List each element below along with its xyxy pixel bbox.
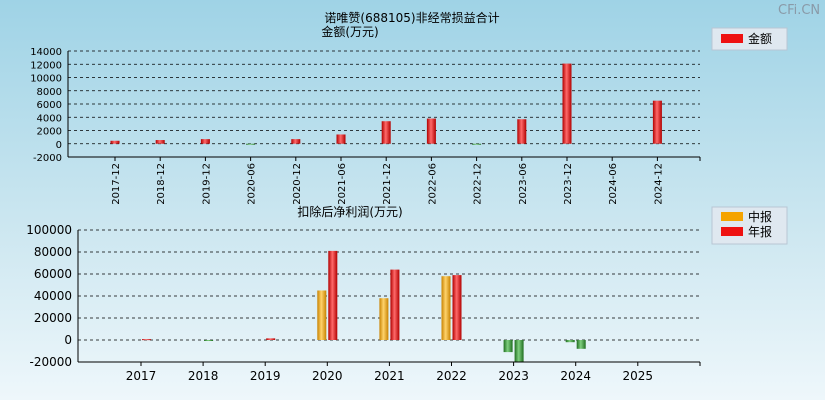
x-tick-label: 2022-12 xyxy=(473,163,484,205)
y-tick-label: 20000 xyxy=(34,311,72,325)
y-tick-label: -2000 xyxy=(33,153,62,164)
bar-series-a xyxy=(155,140,165,144)
y-tick-label: -20000 xyxy=(29,355,72,369)
chart-net-profit: 扣除后净利润(万元) 100000 80000 60000 40000 20000 0 -2… xyxy=(26,204,788,383)
y-tick-label: 6000 xyxy=(37,100,62,111)
y-tick-label: 2000 xyxy=(37,127,62,138)
x-tick-label: 2019-12 xyxy=(201,163,212,205)
x-tick-label: 2018 xyxy=(188,369,219,383)
chart2-title: 扣除后净利润(万元) xyxy=(297,204,402,219)
bar-series-a xyxy=(110,140,120,144)
legend-swatch-annual xyxy=(721,227,743,236)
x-tick-label: 2024-06 xyxy=(608,163,619,205)
x-tick-label: 2019 xyxy=(250,369,281,383)
bar-series-a xyxy=(246,143,256,145)
y-tick-label: 60000 xyxy=(34,267,72,281)
legend-label-interim: 中报 xyxy=(748,209,772,224)
bar-series-a xyxy=(381,121,391,144)
chart1-legend-box xyxy=(711,27,788,51)
x-tick-label: 2023-06 xyxy=(518,163,529,205)
x-tick-label: 2023 xyxy=(498,369,529,383)
x-tick-label: 2018-12 xyxy=(156,163,167,205)
y-tick-label: 80000 xyxy=(34,245,72,259)
x-tick-label: 2022-06 xyxy=(427,163,438,205)
x-tick-label: 2017-12 xyxy=(111,163,122,205)
bar-series-a xyxy=(291,139,301,144)
y-tick-label: 0 xyxy=(56,140,62,151)
bar-series-b xyxy=(328,250,338,340)
y-tick-label: 12000 xyxy=(30,60,62,71)
bar-series-a xyxy=(565,340,575,343)
y-tick-label: 100000 xyxy=(26,223,72,237)
x-tick-label: 2025 xyxy=(623,369,654,383)
watermark: CFi.CN xyxy=(778,3,820,18)
y-tick-label: 8000 xyxy=(37,87,62,98)
bar-series-b xyxy=(514,340,524,362)
bar-series-b xyxy=(266,338,276,340)
legend-label-annual: 年报 xyxy=(748,224,772,239)
bar-series-a xyxy=(336,134,346,144)
bar-series-b xyxy=(576,340,586,349)
y-tick-label: 14000 xyxy=(30,47,62,58)
bar-series-b xyxy=(142,339,151,341)
y-tick-label: 40000 xyxy=(34,289,72,303)
bar-series-b xyxy=(204,340,214,341)
x-tick-label: 2021-06 xyxy=(337,163,348,205)
bar-series-a xyxy=(472,143,482,145)
legend-swatch-amount xyxy=(721,34,743,43)
chart2-legend: 中报 年报 xyxy=(711,206,788,245)
chart1-subtitle: 金额(万元) xyxy=(321,24,378,39)
x-tick-label: 2022 xyxy=(436,369,467,383)
bar-series-a xyxy=(441,276,451,340)
x-tick-label: 2024 xyxy=(560,369,591,383)
x-tick-label: 2021-12 xyxy=(382,163,393,205)
legend-swatch-interim xyxy=(721,212,743,221)
chart-nonrecurring: 诺唯赞(688105)非经常损益合计 金额(万元) 14000 12000 1000… xyxy=(30,10,788,205)
x-tick-label: 2023-12 xyxy=(563,163,574,205)
y-tick-label: 0 xyxy=(64,333,72,347)
bar-series-b xyxy=(390,269,400,340)
bar-series-a xyxy=(426,118,436,144)
x-tick-label: 2021 xyxy=(374,369,405,383)
y-tick-label: 4000 xyxy=(37,113,62,124)
chart1-legend: 金额 xyxy=(711,27,788,51)
bar-series-a xyxy=(562,63,572,144)
bar-series-a xyxy=(379,298,389,340)
x-tick-label: 2020 xyxy=(312,369,343,383)
chart1-title: 诺唯赞(688105)非经常损益合计 xyxy=(324,10,499,25)
x-tick-label: 2017 xyxy=(126,369,157,383)
bar-series-a xyxy=(517,119,527,144)
chart2-legend-box xyxy=(711,206,788,245)
x-tick-label: 2020-06 xyxy=(247,163,258,205)
bar-series-a xyxy=(503,340,513,353)
bar-series-a xyxy=(200,139,210,144)
y-tick-label: 10000 xyxy=(30,74,62,85)
x-tick-label: 2020-12 xyxy=(292,163,303,205)
bar-series-a xyxy=(652,100,662,144)
bar-series-b xyxy=(452,275,462,340)
bar-series-a xyxy=(317,290,327,340)
x-tick-label: 2024-12 xyxy=(653,163,664,205)
legend-label-amount: 金额 xyxy=(748,31,772,46)
